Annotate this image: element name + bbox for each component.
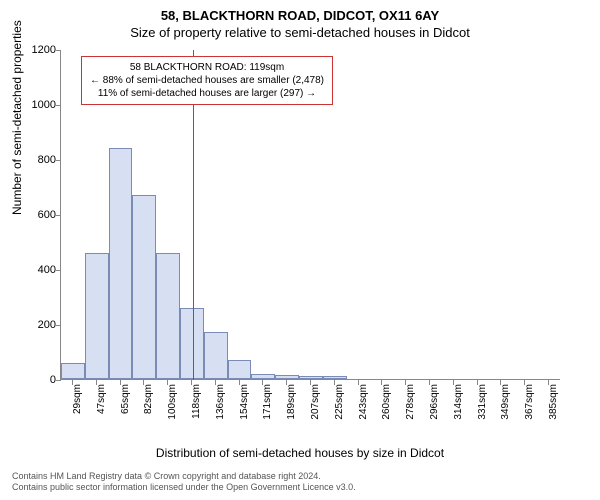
y-axis-label: Number of semi-detached properties: [10, 20, 24, 215]
histogram-bar: [180, 308, 204, 380]
histogram-bar: [299, 376, 323, 379]
y-tick-label: 1000: [32, 99, 56, 111]
x-axis-label: Distribution of semi-detached houses by …: [0, 446, 600, 460]
y-tick-mark: [56, 50, 61, 51]
footer-attribution: Contains HM Land Registry data © Crown c…: [12, 471, 356, 494]
histogram-bar: [156, 253, 180, 380]
y-tick-mark: [56, 325, 61, 326]
histogram-bar: [61, 363, 85, 380]
chart-area: 58 BLACKTHORN ROAD: 119sqm← 88% of semi-…: [60, 50, 560, 420]
x-tick-label: 278sqm: [405, 384, 416, 434]
x-tick-label: 385sqm: [548, 384, 559, 434]
x-tick-label: 349sqm: [500, 384, 511, 434]
x-tick-label: 189sqm: [286, 384, 297, 434]
histogram-bar: [275, 375, 299, 379]
histogram-bar: [323, 376, 347, 379]
x-tick-label: 154sqm: [239, 384, 250, 434]
x-tick-label: 331sqm: [477, 384, 488, 434]
x-tick-label: 314sqm: [453, 384, 464, 434]
chart-title-main: 58, BLACKTHORN ROAD, DIDCOT, OX11 6AY: [0, 0, 600, 23]
histogram-bar: [132, 195, 156, 379]
footer-line-1: Contains HM Land Registry data © Crown c…: [12, 471, 356, 483]
x-tick-label: 100sqm: [167, 384, 178, 434]
y-tick-mark: [56, 105, 61, 106]
annotation-line-2: ← 88% of semi-detached houses are smalle…: [90, 74, 324, 87]
histogram-bar: [85, 253, 109, 380]
histogram-bar: [109, 148, 133, 379]
x-tick-label: 260sqm: [381, 384, 392, 434]
x-tick-label: 47sqm: [96, 384, 107, 434]
x-tick-label: 243sqm: [358, 384, 369, 434]
plot-region: 58 BLACKTHORN ROAD: 119sqm← 88% of semi-…: [60, 50, 560, 380]
y-tick-label: 400: [38, 264, 56, 276]
y-tick-label: 1200: [32, 44, 56, 56]
y-tick-label: 600: [38, 209, 56, 221]
x-tick-label: 29sqm: [72, 384, 83, 434]
x-tick-label: 136sqm: [215, 384, 226, 434]
y-tick-label: 200: [38, 319, 56, 331]
annotation-line-3: 11% of semi-detached houses are larger (…: [90, 87, 324, 100]
y-tick-label: 800: [38, 154, 56, 166]
chart-title-sub: Size of property relative to semi-detach…: [0, 23, 600, 40]
x-tick-label: 207sqm: [310, 384, 321, 434]
annotation-box: 58 BLACKTHORN ROAD: 119sqm← 88% of semi-…: [81, 56, 333, 105]
y-tick-mark: [56, 380, 61, 381]
histogram-bar: [228, 360, 252, 379]
y-tick-mark: [56, 270, 61, 271]
x-tick-label: 82sqm: [143, 384, 154, 434]
y-tick-label: 0: [50, 374, 56, 386]
x-tick-label: 225sqm: [334, 384, 345, 434]
histogram-bar: [251, 374, 275, 380]
x-tick-label: 296sqm: [429, 384, 440, 434]
x-tick-label: 367sqm: [524, 384, 535, 434]
footer-line-2: Contains public sector information licen…: [12, 482, 356, 494]
y-tick-mark: [56, 215, 61, 216]
x-tick-label: 118sqm: [191, 384, 202, 434]
histogram-bar: [204, 332, 228, 379]
y-tick-mark: [56, 160, 61, 161]
x-tick-label: 65sqm: [120, 384, 131, 434]
annotation-line-1: 58 BLACKTHORN ROAD: 119sqm: [90, 61, 324, 74]
x-tick-label: 171sqm: [262, 384, 273, 434]
